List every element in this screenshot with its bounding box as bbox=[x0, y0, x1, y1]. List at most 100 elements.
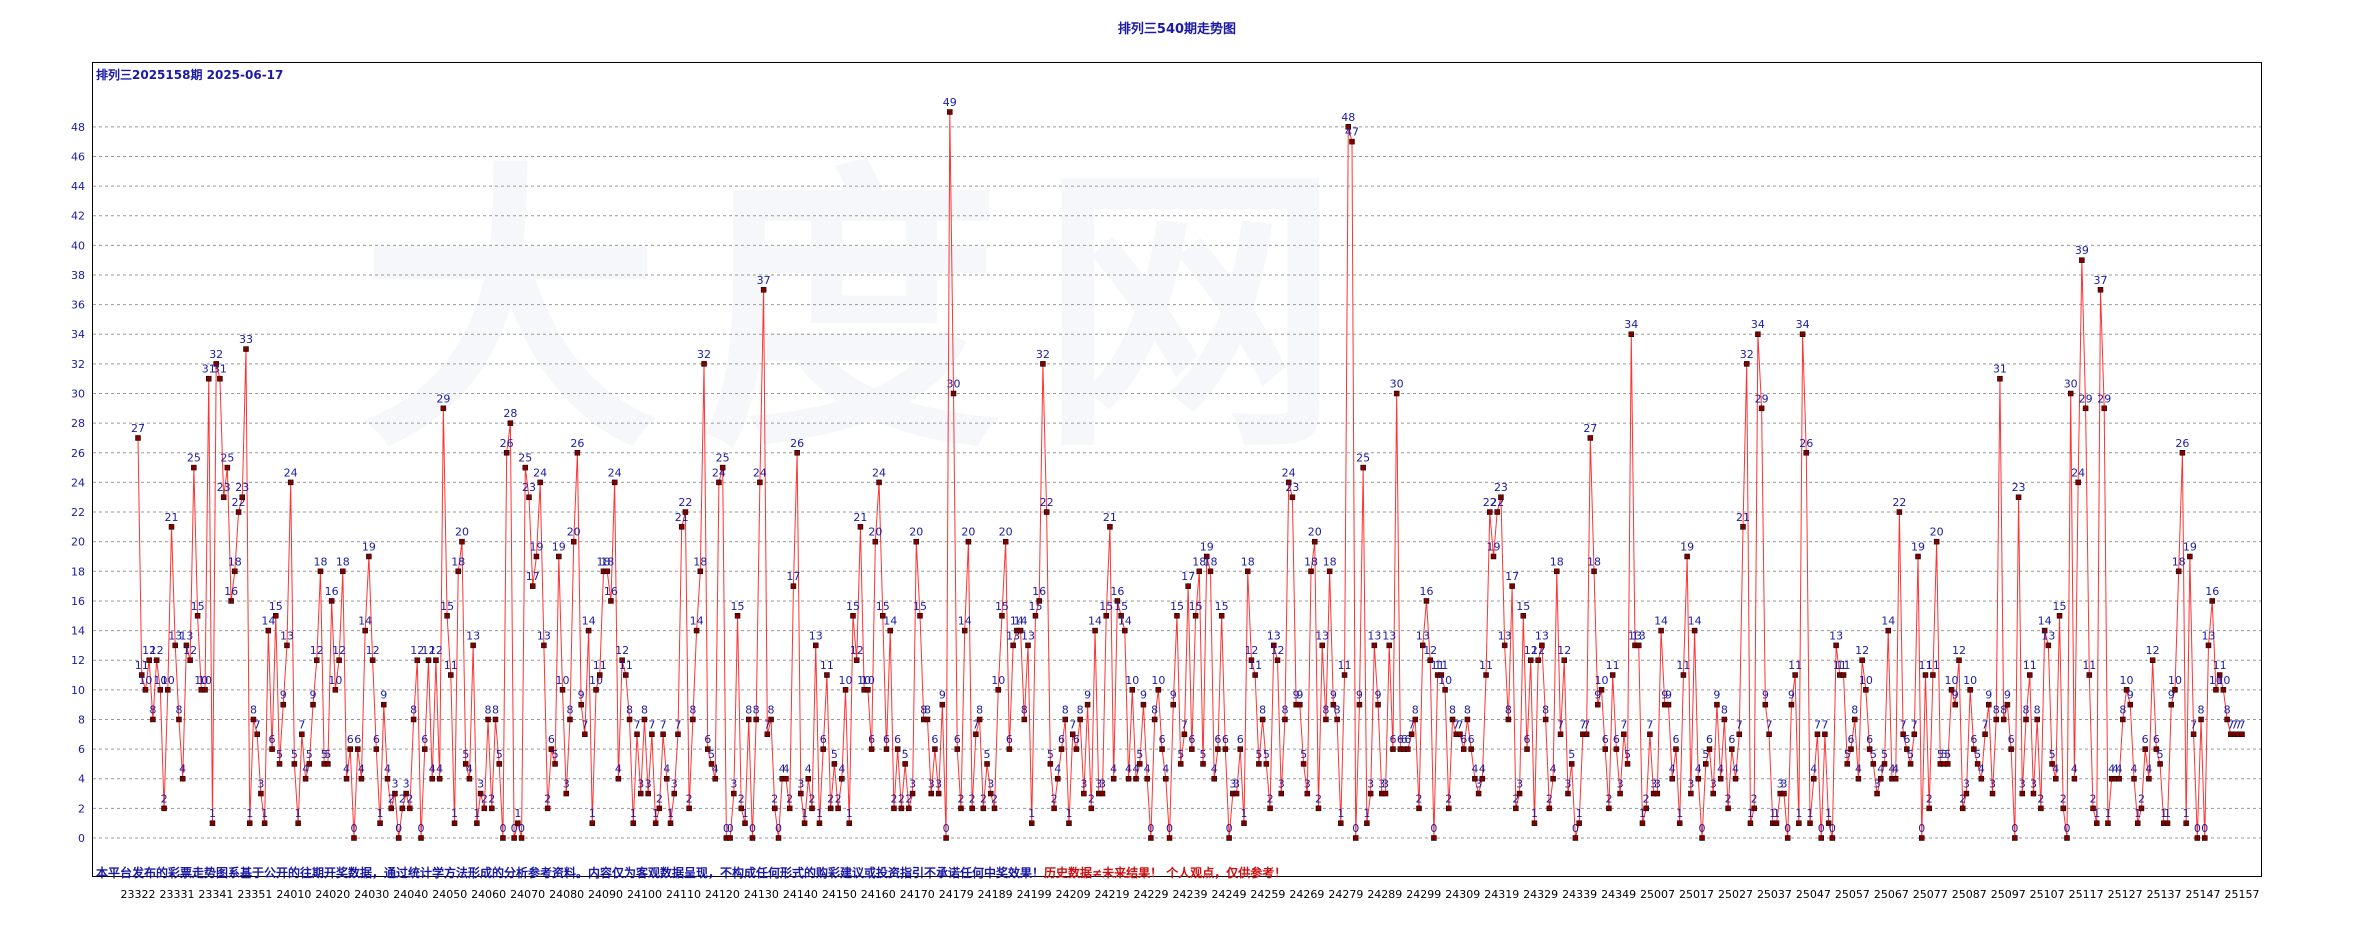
data-label: 13 bbox=[280, 629, 294, 642]
data-label: 3 bbox=[1710, 778, 1717, 791]
x-tick-label: 25117 bbox=[2069, 888, 2104, 901]
data-point bbox=[1069, 731, 1076, 738]
data-label: 2 bbox=[835, 792, 842, 805]
data-label: 7 bbox=[660, 718, 667, 731]
data-label: 9 bbox=[1665, 689, 1672, 702]
data-label: 25 bbox=[220, 452, 234, 465]
data-point bbox=[1572, 835, 1579, 841]
data-label: 12 bbox=[183, 644, 197, 657]
data-point bbox=[1062, 716, 1068, 723]
data-point bbox=[757, 479, 763, 486]
data-point bbox=[1609, 672, 1616, 678]
data-point bbox=[1918, 835, 1925, 841]
data-point bbox=[969, 805, 975, 812]
data-point bbox=[1312, 538, 1318, 545]
data-point bbox=[1703, 761, 1709, 767]
y-tick-label: 46 bbox=[71, 150, 85, 163]
data-point bbox=[1021, 716, 1028, 723]
data-point bbox=[1591, 568, 1597, 575]
data-point bbox=[1114, 598, 1121, 604]
data-label: 10 bbox=[556, 674, 570, 687]
data-label: 13 bbox=[1498, 629, 1512, 642]
data-label: 0 bbox=[1226, 822, 1233, 835]
data-point bbox=[1814, 731, 1821, 738]
data-label: 4 bbox=[2071, 763, 2078, 776]
data-point bbox=[570, 538, 577, 545]
data-label: 15 bbox=[876, 600, 890, 613]
data-point bbox=[675, 731, 681, 738]
data-label: 6 bbox=[1006, 733, 1013, 746]
data-label: 5 bbox=[1568, 748, 1575, 761]
data-label: 4 bbox=[1133, 763, 1140, 776]
data-point bbox=[1408, 731, 1415, 738]
data-point bbox=[2157, 761, 2163, 767]
x-tick-label: 25057 bbox=[1835, 888, 1870, 901]
data-label: 1 bbox=[1773, 807, 1780, 820]
data-label: 1 bbox=[1807, 807, 1814, 820]
data-point bbox=[809, 805, 815, 812]
data-label: 2 bbox=[738, 792, 745, 805]
data-point bbox=[593, 687, 599, 693]
data-label: 4 bbox=[2116, 763, 2123, 776]
y-tick-label: 34 bbox=[71, 328, 85, 341]
data-label: 6 bbox=[1237, 733, 1244, 746]
data-label: 4 bbox=[1892, 763, 1899, 776]
data-label: 10 bbox=[1594, 674, 1608, 687]
data-label: 7 bbox=[581, 718, 588, 731]
data-label: 3 bbox=[2019, 778, 2026, 791]
data-point bbox=[1699, 835, 1705, 841]
data-label: 18 bbox=[451, 555, 465, 568]
data-point bbox=[280, 701, 286, 708]
data-label: 11 bbox=[1833, 659, 1847, 672]
data-label: 7 bbox=[2239, 718, 2246, 731]
data-label: 34 bbox=[1796, 318, 1810, 331]
data-label: 5 bbox=[1870, 748, 1877, 761]
data-label: 2 bbox=[1267, 792, 1274, 805]
data-label: 1 bbox=[246, 807, 253, 820]
data-point bbox=[153, 657, 160, 663]
data-label: 6 bbox=[2153, 733, 2160, 746]
data-label: 10 bbox=[839, 674, 853, 687]
x-tick-label: 24349 bbox=[1601, 888, 1636, 901]
y-tick-label: 30 bbox=[71, 388, 85, 401]
data-point bbox=[1956, 657, 1962, 663]
data-label: 14 bbox=[1088, 615, 1102, 628]
data-point bbox=[1475, 790, 1482, 797]
data-label: 5 bbox=[1844, 748, 1851, 761]
data-label: 10 bbox=[861, 674, 875, 687]
data-point bbox=[1870, 761, 1877, 767]
data-point bbox=[1241, 820, 1247, 826]
data-point bbox=[1855, 775, 1862, 782]
data-label: 6 bbox=[354, 733, 361, 746]
data-label: 0 bbox=[2063, 822, 2070, 835]
data-label: 11 bbox=[820, 659, 834, 672]
data-point bbox=[853, 657, 860, 663]
data-label: 21 bbox=[853, 511, 867, 524]
data-label: 7 bbox=[2227, 718, 2234, 731]
data-point bbox=[2183, 820, 2189, 826]
data-label: 3 bbox=[1963, 778, 1970, 791]
data-label: 23 bbox=[2012, 481, 2026, 494]
data-point bbox=[980, 805, 987, 812]
data-point bbox=[664, 775, 670, 782]
data-label: 4 bbox=[1695, 763, 1702, 776]
data-point bbox=[373, 746, 380, 752]
data-point bbox=[202, 687, 208, 693]
data-point bbox=[574, 450, 581, 456]
disclaimer-warning: 历史数据≠未来结果！ 个人观点，仅供参考！ bbox=[1044, 866, 1287, 880]
y-tick-label: 48 bbox=[71, 121, 85, 134]
x-tick-label: 25087 bbox=[1952, 888, 1987, 901]
data-label: 8 bbox=[1281, 703, 1288, 716]
data-point bbox=[876, 479, 882, 486]
data-point bbox=[2224, 716, 2230, 723]
data-label: 8 bbox=[492, 703, 499, 716]
data-label: 25 bbox=[716, 452, 730, 465]
data-label: 13 bbox=[1315, 629, 1329, 642]
data-label: 6 bbox=[1866, 733, 1873, 746]
data-point bbox=[1866, 746, 1873, 752]
chart-title: 排列三540期走势图 bbox=[1117, 22, 1237, 37]
data-point bbox=[1606, 805, 1612, 812]
data-label: 22 bbox=[1892, 496, 1906, 509]
x-tick-label: 25147 bbox=[2186, 888, 2221, 901]
data-label: 21 bbox=[1736, 511, 1750, 524]
